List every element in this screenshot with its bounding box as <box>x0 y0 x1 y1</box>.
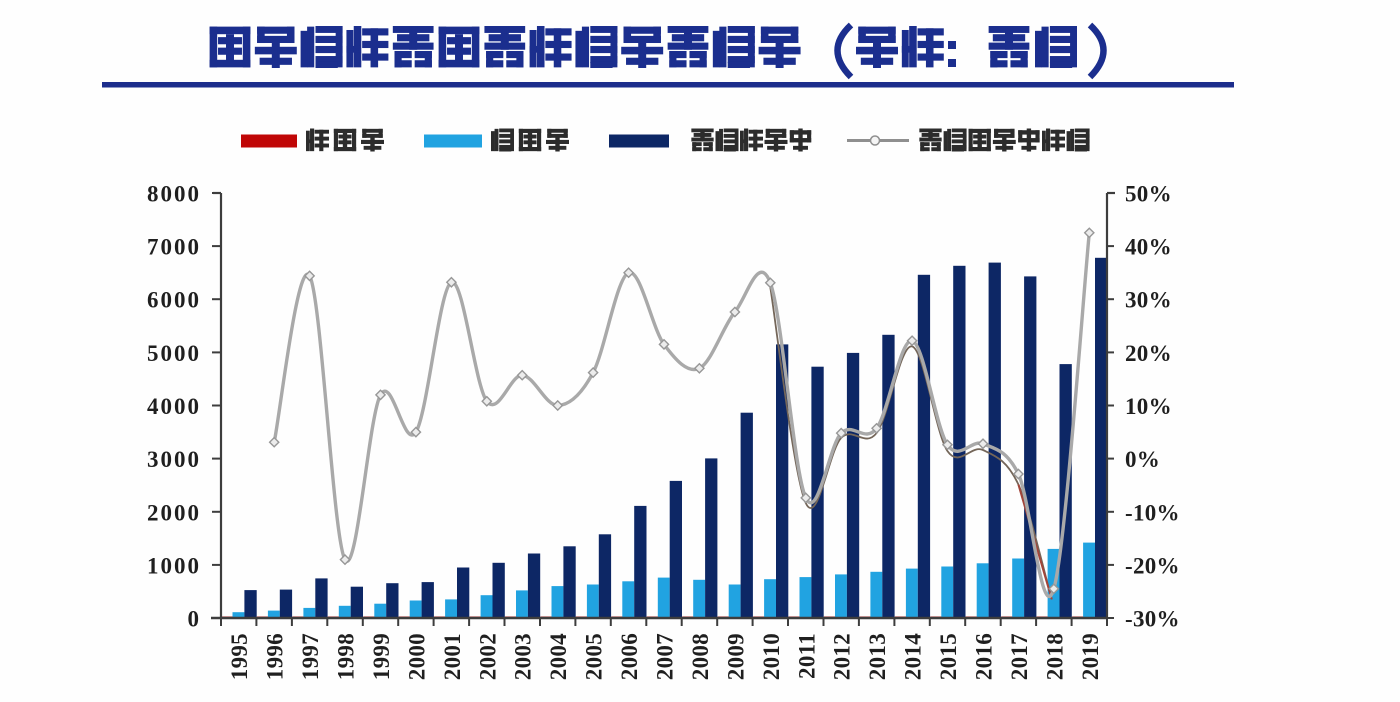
svg-text:2007: 2007 <box>653 633 678 680</box>
svg-text:1000: 1000 <box>147 553 201 578</box>
svg-text:1997: 1997 <box>298 633 323 680</box>
svg-text:2000: 2000 <box>147 500 201 525</box>
svg-text:0%: 0% <box>1125 447 1160 472</box>
svg-text:2014: 2014 <box>901 633 926 680</box>
svg-text:5000: 5000 <box>147 341 201 366</box>
svg-text:2010: 2010 <box>759 633 784 680</box>
svg-text:20%: 20% <box>1125 341 1172 366</box>
svg-text:2016: 2016 <box>972 633 997 680</box>
svg-text:4000: 4000 <box>147 394 201 419</box>
svg-text:-10%: -10% <box>1125 500 1180 525</box>
svg-text:30%: 30% <box>1125 288 1172 313</box>
svg-text:2013: 2013 <box>865 633 890 680</box>
svg-text:2002: 2002 <box>475 633 500 680</box>
svg-text:2018: 2018 <box>1042 633 1067 680</box>
svg-text:1998: 1998 <box>334 633 359 680</box>
svg-text:2015: 2015 <box>936 633 961 680</box>
svg-text:1995: 1995 <box>227 633 252 680</box>
svg-text:3000: 3000 <box>147 447 201 472</box>
svg-text:2012: 2012 <box>830 633 855 680</box>
svg-text:2004: 2004 <box>546 633 571 680</box>
svg-text:2009: 2009 <box>723 633 748 680</box>
svg-text:40%: 40% <box>1125 235 1172 260</box>
svg-text:1996: 1996 <box>263 633 288 680</box>
svg-text:50%: 50% <box>1125 182 1172 207</box>
svg-text:2011: 2011 <box>794 633 819 679</box>
svg-text:-20%: -20% <box>1125 553 1180 578</box>
svg-text:2017: 2017 <box>1007 633 1032 680</box>
svg-text:2008: 2008 <box>688 633 713 680</box>
svg-text:6000: 6000 <box>147 288 201 313</box>
svg-text:7000: 7000 <box>147 235 201 260</box>
svg-text:0: 0 <box>188 607 202 632</box>
svg-text:2006: 2006 <box>617 633 642 680</box>
svg-text:10%: 10% <box>1125 394 1172 419</box>
svg-text:2003: 2003 <box>511 633 536 680</box>
svg-text:2001: 2001 <box>440 633 465 680</box>
svg-text:8000: 8000 <box>147 182 201 207</box>
svg-text:-30%: -30% <box>1125 607 1180 632</box>
svg-text:2019: 2019 <box>1078 633 1103 680</box>
svg-text:1999: 1999 <box>369 633 394 680</box>
svg-text:2000: 2000 <box>404 633 429 680</box>
svg-text:2005: 2005 <box>582 633 607 680</box>
